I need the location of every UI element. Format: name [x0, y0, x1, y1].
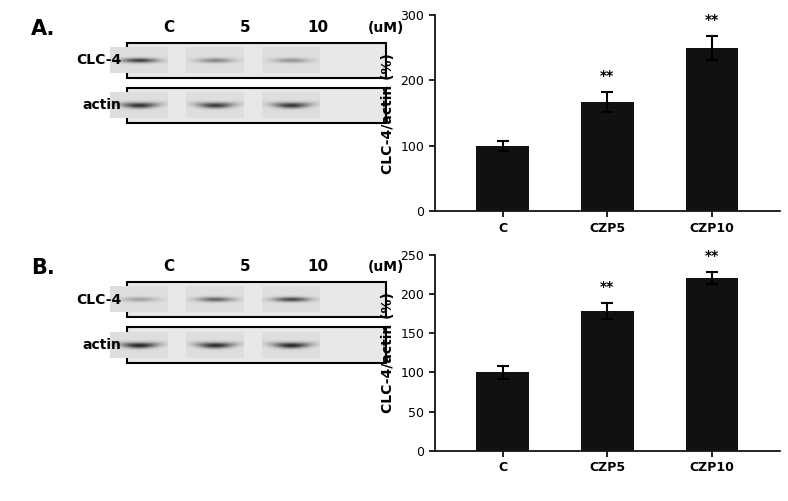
- Text: **: **: [600, 281, 615, 295]
- Text: CLC-4: CLC-4: [76, 293, 121, 307]
- Bar: [127, 327, 386, 363]
- Text: actin: actin: [82, 338, 121, 352]
- Text: 5: 5: [240, 259, 251, 274]
- Bar: [127, 43, 386, 78]
- Text: C: C: [163, 259, 174, 274]
- Text: **: **: [705, 249, 719, 263]
- Bar: [686, 48, 738, 211]
- Bar: [127, 282, 386, 318]
- Bar: [127, 88, 386, 123]
- Bar: [582, 102, 634, 211]
- Bar: [477, 146, 529, 211]
- Bar: [686, 278, 738, 451]
- Text: actin: actin: [82, 98, 121, 112]
- Text: A.: A.: [32, 19, 56, 39]
- Text: **: **: [705, 13, 719, 27]
- Text: 10: 10: [307, 259, 329, 274]
- Text: **: **: [600, 70, 615, 84]
- Text: B.: B.: [32, 259, 55, 279]
- Text: (uM): (uM): [368, 21, 404, 35]
- Text: C: C: [163, 20, 174, 35]
- Bar: [477, 372, 529, 451]
- Y-axis label: CLC-4/actin (%): CLC-4/actin (%): [381, 53, 395, 174]
- Text: 10: 10: [307, 20, 329, 35]
- Bar: [582, 311, 634, 451]
- Text: (uM): (uM): [368, 260, 404, 274]
- Y-axis label: CLC-4/actin (%): CLC-4/actin (%): [381, 292, 395, 413]
- Text: CLC-4: CLC-4: [76, 53, 121, 67]
- Text: 5: 5: [240, 20, 251, 35]
